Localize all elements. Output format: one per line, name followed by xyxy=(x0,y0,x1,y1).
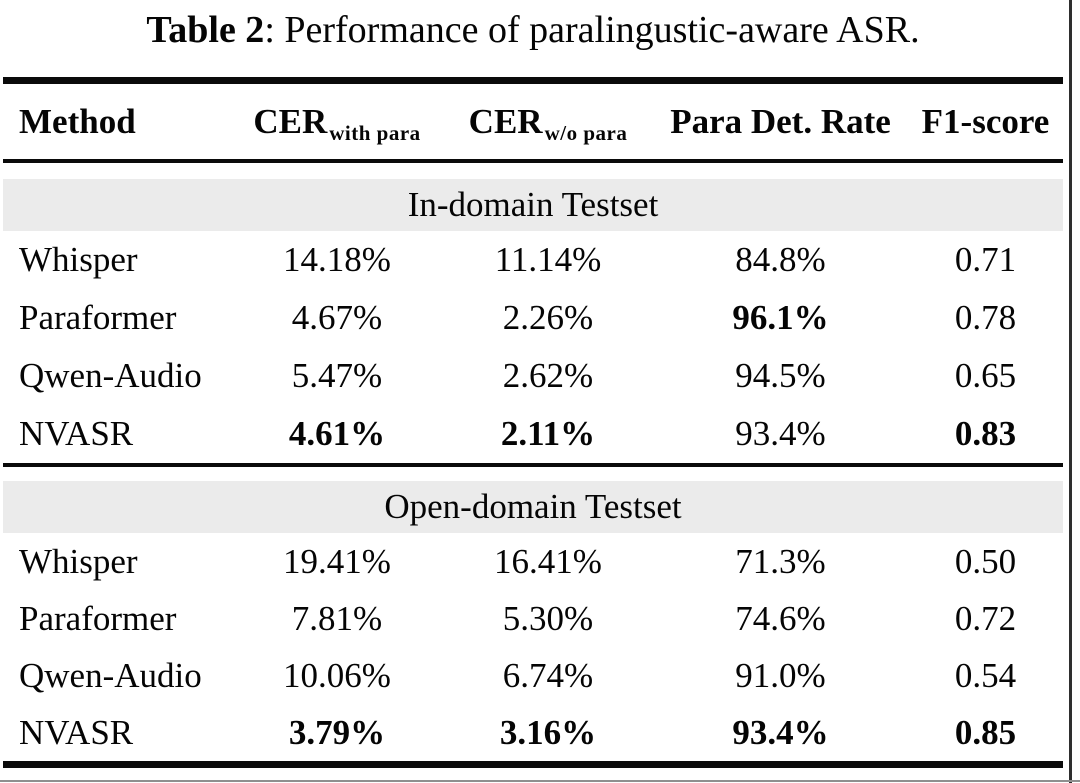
method-cell: Qwen-Audio xyxy=(19,656,202,695)
table-cell: 94.5% xyxy=(735,356,826,395)
table-cell: 7.81% xyxy=(291,599,383,638)
page-bottom-edge xyxy=(0,780,1080,782)
method-cell: Whisper xyxy=(19,542,138,581)
table-cell: 5.30% xyxy=(502,599,594,638)
section-open-domain: Whisper 19.41% 16.41% 71.3% 0.50 Parafor… xyxy=(3,533,1063,761)
column-header-subscript: w/o para xyxy=(544,121,628,145)
spacer xyxy=(3,467,1063,481)
table-rule-top xyxy=(3,77,1063,84)
column-header-subscript: with para xyxy=(329,121,421,145)
table-cell: 96.1% xyxy=(732,298,829,337)
table-row-paraformer: Paraformer 7.81% 5.30% 74.6% 0.72 xyxy=(3,590,1063,647)
method-cell: Whisper xyxy=(19,240,138,279)
table-cell: 2.26% xyxy=(502,298,594,337)
method-cell: NVASR xyxy=(19,713,134,752)
table-row-paraformer: Paraformer 4.67% 2.26% 96.1% 0.78 xyxy=(3,289,1063,347)
table-cell: 0.65 xyxy=(954,356,1017,395)
table-row-qwen-audio: Qwen-Audio 5.47% 2.62% 94.5% 0.65 xyxy=(3,347,1063,405)
table-caption-text: : Performance of paralingustic-aware ASR… xyxy=(264,9,920,51)
table-cell: 0.54 xyxy=(954,656,1017,695)
column-header-f1-score: F1-score xyxy=(921,102,1050,141)
table-cell: 19.41% xyxy=(283,542,391,581)
table-row-nvasr: NVASR 4.61% 2.11% 93.4% 0.83 xyxy=(3,405,1063,463)
table-cell: 2.11% xyxy=(500,414,596,453)
column-header-para-det-rate: Para Det. Rate xyxy=(670,102,891,141)
table-cell: 0.78 xyxy=(954,298,1017,337)
table-cell: 4.61% xyxy=(288,414,386,453)
section-header-in-domain: In-domain Testset xyxy=(3,179,1063,231)
page-column-border xyxy=(1069,0,1072,783)
table-cell: 0.83 xyxy=(954,414,1017,453)
section-in-domain: Whisper 14.18% 11.14% 84.8% 0.71 Parafor… xyxy=(3,231,1063,463)
table-cell: 4.67% xyxy=(291,298,383,337)
method-cell: Qwen-Audio xyxy=(19,356,202,395)
table-row-qwen-audio: Qwen-Audio 10.06% 6.74% 91.0% 0.54 xyxy=(3,647,1063,704)
table-header-row: Method CERwith para CERw/o para Para Det… xyxy=(3,84,1063,159)
table-cell: 71.3% xyxy=(735,542,826,581)
table-cell: 14.18% xyxy=(283,240,391,279)
table-cell: 0.85 xyxy=(954,713,1017,752)
table-cell: 6.74% xyxy=(502,656,594,695)
table-cell: 0.71 xyxy=(954,240,1017,279)
table-caption: Table 2: Performance of paralingustic-aw… xyxy=(3,0,1063,77)
spacer xyxy=(3,163,1063,179)
table-cell: 10.06% xyxy=(283,656,391,695)
method-cell: Paraformer xyxy=(19,599,177,638)
table-cell: 11.14% xyxy=(494,240,602,279)
table-cell: 91.0% xyxy=(735,656,826,695)
table-row-nvasr: NVASR 3.79% 3.16% 93.4% 0.85 xyxy=(3,704,1063,761)
header-separator-rule xyxy=(3,159,1063,163)
table-cell: 2.62% xyxy=(502,356,594,395)
table-row-whisper: Whisper 14.18% 11.14% 84.8% 0.71 xyxy=(3,231,1063,289)
section-header-open-domain: Open-domain Testset xyxy=(3,481,1063,533)
table-cell: 16.41% xyxy=(494,542,602,581)
section-separator-rule xyxy=(3,463,1063,467)
column-header-cer-with-para: CERwith para xyxy=(253,102,421,145)
table-cell: 93.4% xyxy=(735,414,826,453)
table-cell: 0.50 xyxy=(954,542,1017,581)
table-cell: 74.6% xyxy=(735,599,826,638)
column-header-method: Method xyxy=(19,102,136,141)
table-rule-bottom xyxy=(3,761,1063,768)
column-header-cer-wo-para: CERw/o para xyxy=(468,102,628,145)
method-cell: Paraformer xyxy=(19,298,177,337)
table-cell: 0.72 xyxy=(954,599,1017,638)
table-cell: 3.79% xyxy=(288,713,386,752)
method-cell: NVASR xyxy=(19,414,134,453)
table-cell: 93.4% xyxy=(732,713,829,752)
table-row-whisper: Whisper 19.41% 16.41% 71.3% 0.50 xyxy=(3,533,1063,590)
table-cell: 3.16% xyxy=(499,713,597,752)
table-cell: 5.47% xyxy=(291,356,383,395)
table: Table 2: Performance of paralingustic-aw… xyxy=(3,0,1063,768)
table-caption-label: Table 2 xyxy=(146,9,265,51)
table-cell: 84.8% xyxy=(735,240,826,279)
